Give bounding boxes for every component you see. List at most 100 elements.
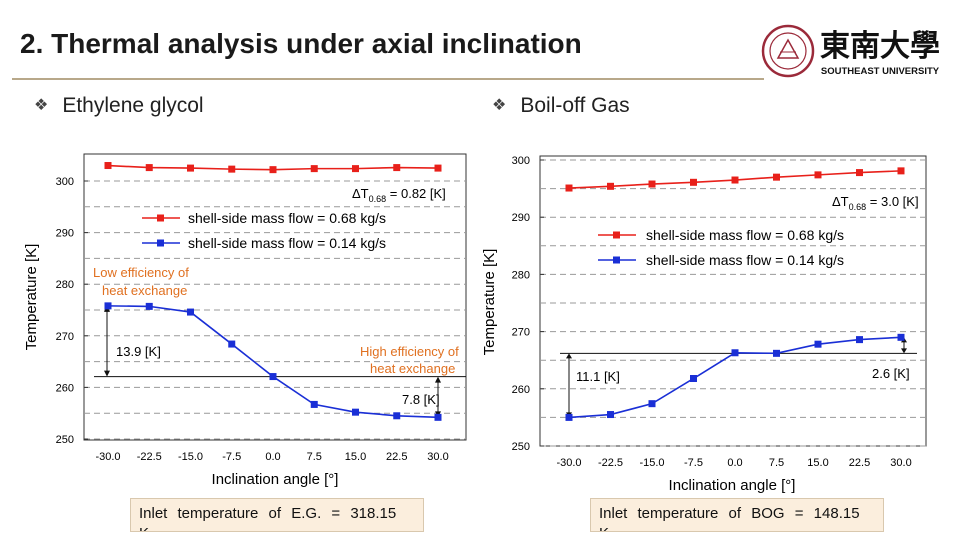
diff-left-label: 11.1 [K] [576,369,620,384]
y-tick-label: 250 [56,434,74,446]
x-tick-label: -15.0 [639,457,664,469]
data-point [897,167,905,175]
legend-red-marker [613,231,620,239]
x-tick-label: -22.5 [137,451,162,463]
y-axis-label: Temperature [K] [481,249,498,356]
diff-right-label: 7.8 [K] [402,392,440,407]
logo-cn-text: 東南大學 [820,30,940,63]
data-point [352,408,359,416]
diamond-bullet-icon: ❖ [492,97,507,114]
x-tick-label: -30.0 [95,451,120,463]
x-axis-label: Inclination angle [°] [669,477,796,494]
legend-red-label: shell-side mass flow = 0.68 kg/s [188,210,386,226]
arrow-head-down [104,370,110,377]
y-tick-label: 280 [512,269,530,281]
x-tick-label: 15.0 [345,451,366,463]
arrow-head-down [901,348,907,354]
x-axis-label: Inclination angle [°] [212,471,339,488]
x-tick-label: 30.0 [890,457,911,469]
high-efficiency-note-line2: heat exchange [370,361,455,376]
chart-boil-off-gas: 250 260 270 280 290 300 -30.0 -22.5 -15.0 -7.5 0.… [481,155,927,494]
data-point [856,336,863,344]
x-tick-label: 30.0 [427,451,448,463]
data-point [145,302,153,310]
data-point [690,375,697,383]
data-point [648,400,656,408]
y-tick-label: 300 [56,176,74,188]
data-point [731,176,739,184]
seal-outer-ring [761,24,815,78]
data-point [607,182,614,190]
data-point [856,169,863,177]
legend-blue-marker [613,256,620,264]
data-point [228,165,236,173]
slide-title: 2. Thermal analysis under axial inclinat… [20,28,582,59]
x-tick-label: 7.5 [307,451,322,463]
high-efficiency-note-line1: High efficiency of [360,344,459,359]
data-point [607,411,614,419]
data-point [814,340,822,348]
y-tick-label: 270 [512,327,530,339]
y-tick-label: 300 [512,155,530,167]
x-tick-label: 22.5 [386,451,407,463]
bullet-label: Ethylene glycol [62,94,204,117]
x-tick-label: -7.5 [684,457,703,469]
data-point [565,184,573,192]
data-point [565,413,573,421]
diff-left-label: 13.9 [K] [116,344,161,359]
data-point [434,413,442,421]
data-point [187,308,194,316]
data-point [104,302,112,310]
data-point [269,166,277,174]
data-point [269,373,277,381]
delta-annotation: ΔT0.68 = 0.82 [K] [352,186,446,204]
arrow-head-up [566,353,572,359]
data-point [352,165,359,173]
data-point [434,164,442,172]
x-tick-label: 22.5 [849,457,870,469]
y-tick-label: 260 [512,384,530,396]
diff-right-label: 2.6 [K] [872,366,910,381]
x-tick-label: 15.0 [807,457,828,469]
bullet-ethylene-glycol: ❖ Ethylene glycol [34,94,204,118]
delta-annotation: ΔT0.68 = 3.0 [K] [832,194,919,212]
low-efficiency-note-line2: heat exchange [102,283,187,298]
x-tick-label: 0.0 [727,457,742,469]
x-tick-label: 0.0 [265,451,280,463]
data-point [310,400,318,408]
right-inlet-temperature: Inlet temperature of BOG = 148.15 K [590,498,884,532]
data-point [690,178,697,186]
data-point [897,333,905,341]
legend-red-label: shell-side mass flow = 0.68 kg/s [646,227,844,243]
university-logo: 東南大學 SOUTHEAST UNIVERSITY [761,24,940,78]
x-tick-label: -30.0 [556,457,581,469]
x-tick-label: -15.0 [178,451,203,463]
low-efficiency-note-line1: Low efficiency of [93,265,189,280]
y-tick-label: 290 [512,212,530,224]
bullet-boil-off-gas: ❖ Boil-off Gas [492,94,630,118]
data-point [104,162,112,170]
legend-blue-label: shell-side mass flow = 0.14 kg/s [188,235,386,251]
data-point [731,349,739,357]
legend-blue-marker [157,239,164,247]
x-tick-label: -7.5 [222,451,241,463]
bullet-label: Boil-off Gas [520,94,630,117]
x-tick-label: -22.5 [598,457,623,469]
left-inlet-temperature: Inlet temperature of E.G. = 318.15 K [130,498,424,532]
y-tick-label: 250 [512,441,530,453]
y-axis-label: Temperature [K] [23,244,40,351]
seal-inner-ring [769,32,807,70]
y-tick-label: 280 [56,279,74,291]
data-point [393,412,401,420]
y-tick-label: 260 [56,382,74,394]
data-point [187,164,194,172]
title-divider [12,78,764,80]
legend-blue-label: shell-side mass flow = 0.14 kg/s [646,252,844,268]
x-tick-label: 7.5 [769,457,784,469]
plot-frame [83,153,467,441]
data-point [773,173,780,181]
data-point [814,171,822,179]
data-point [773,349,780,357]
data-point [228,340,236,348]
arrow-head-up [435,376,441,383]
